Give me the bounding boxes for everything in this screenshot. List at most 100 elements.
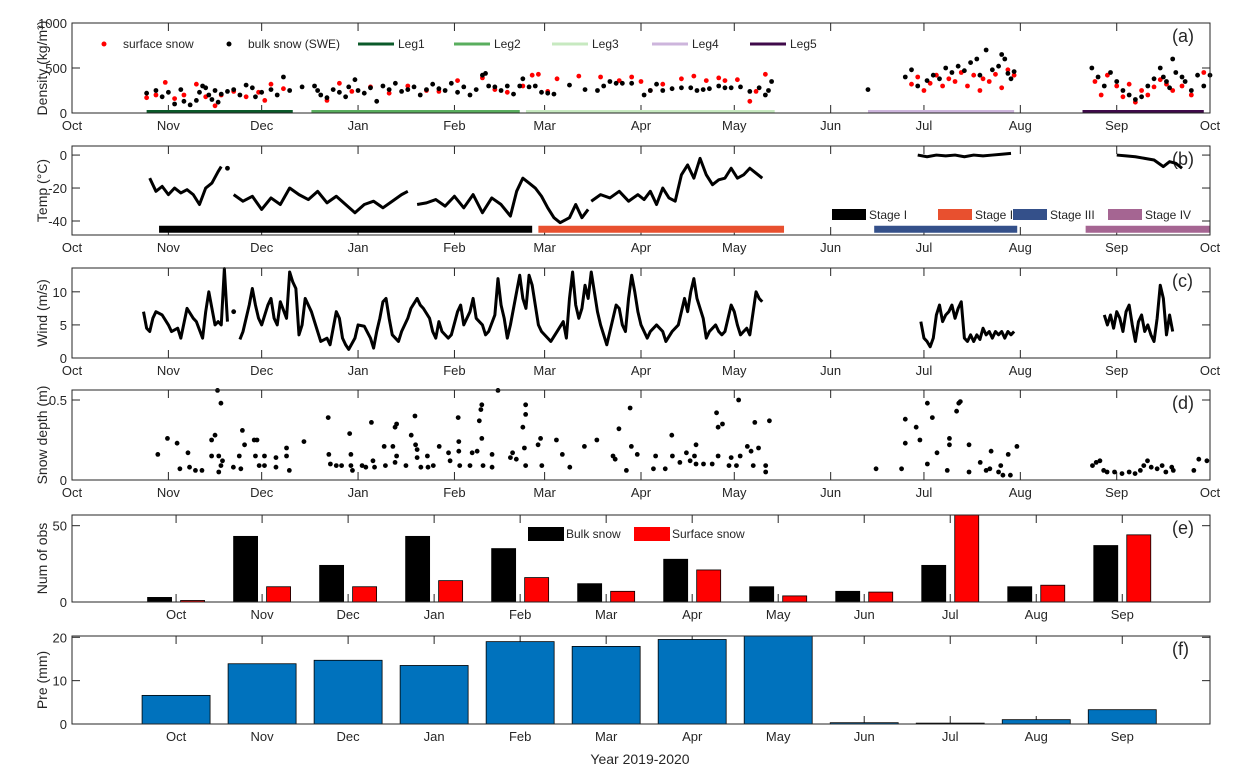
data-point bbox=[722, 78, 728, 83]
data-point bbox=[966, 469, 972, 475]
data-point bbox=[405, 83, 411, 89]
data-point bbox=[949, 70, 955, 75]
data-point bbox=[193, 98, 199, 103]
data-point bbox=[504, 83, 510, 89]
x-tick-label: Jan bbox=[348, 363, 369, 378]
data-point bbox=[567, 464, 573, 470]
data-point bbox=[324, 95, 330, 101]
bar-bulk-snow-jun bbox=[835, 590, 861, 603]
y-tick-label: 10 bbox=[53, 674, 67, 689]
data-point bbox=[392, 80, 398, 86]
data-point bbox=[325, 415, 331, 420]
data-point bbox=[455, 415, 461, 420]
data-point bbox=[999, 52, 1005, 57]
bar-bulk-snow-mar bbox=[577, 583, 603, 603]
data-point bbox=[670, 453, 675, 459]
data-point bbox=[679, 85, 684, 91]
data-point bbox=[559, 452, 565, 457]
bar-bulk-snow-may bbox=[749, 586, 775, 603]
x-tick-label: May bbox=[722, 363, 747, 378]
y-tick-label: 10 bbox=[53, 285, 67, 300]
x-tick-label: Feb bbox=[443, 240, 465, 255]
data-point bbox=[654, 81, 659, 87]
data-point bbox=[181, 92, 187, 98]
data-point bbox=[390, 444, 396, 449]
bar-surface-snow-feb bbox=[524, 577, 550, 603]
data-point bbox=[478, 407, 484, 412]
data-point bbox=[737, 453, 743, 459]
data-point bbox=[287, 88, 293, 93]
x-tick-label: Jan bbox=[424, 729, 445, 744]
bar-precipitation-may bbox=[743, 635, 813, 725]
data-point bbox=[523, 402, 529, 408]
data-point bbox=[456, 439, 462, 444]
x-tick-label: Aug bbox=[1009, 363, 1032, 378]
data-point bbox=[165, 89, 171, 95]
bar-surface-snow-jul bbox=[954, 514, 980, 603]
panel-label: (e) bbox=[1172, 518, 1194, 538]
data-point bbox=[529, 72, 535, 78]
data-point bbox=[1098, 92, 1104, 98]
data-point bbox=[1114, 83, 1120, 89]
x-tick-label: Oct bbox=[1200, 363, 1221, 378]
data-point bbox=[1092, 79, 1098, 84]
x-tick-label: Oct bbox=[62, 363, 83, 378]
x-tick-label: Sep bbox=[1105, 240, 1128, 255]
data-point bbox=[736, 397, 742, 403]
data-point bbox=[456, 448, 462, 454]
x-tick-label: Feb bbox=[509, 607, 531, 622]
y-axis-label: Snow depth (m) bbox=[34, 386, 50, 485]
x-tick-label: Aug bbox=[1009, 485, 1032, 500]
data-point bbox=[660, 81, 666, 87]
data-point bbox=[1196, 456, 1202, 462]
x-tick-label: Dec bbox=[337, 607, 361, 622]
bar-precipitation-aug bbox=[1001, 719, 1071, 725]
data-point bbox=[1157, 65, 1163, 71]
x-tick-label: Apr bbox=[682, 607, 703, 622]
y-tick-label: 0 bbox=[60, 106, 67, 121]
data-point bbox=[930, 72, 936, 78]
x-tick-label: Mar bbox=[533, 363, 556, 378]
data-point bbox=[172, 101, 178, 107]
data-point bbox=[243, 94, 249, 100]
data-point bbox=[212, 88, 218, 93]
data-point bbox=[424, 87, 429, 92]
bar-bulk-snow-sep bbox=[1093, 545, 1119, 603]
data-point bbox=[1195, 72, 1200, 78]
data-point bbox=[457, 463, 463, 468]
data-point bbox=[766, 88, 771, 93]
x-tick-label: Dec bbox=[337, 729, 361, 744]
data-point bbox=[1005, 71, 1011, 76]
data-point bbox=[301, 439, 307, 444]
x-tick-label: Jun bbox=[820, 363, 841, 378]
data-point bbox=[954, 408, 959, 414]
data-point bbox=[628, 444, 634, 449]
data-point bbox=[274, 92, 280, 98]
data-point bbox=[1167, 85, 1172, 91]
data-point bbox=[253, 453, 258, 459]
y-tick-label: 0 bbox=[60, 717, 67, 732]
data-point bbox=[476, 418, 482, 424]
x-tick-label: Apr bbox=[631, 240, 652, 255]
data-point bbox=[520, 76, 526, 82]
data-point bbox=[225, 165, 230, 171]
data-point bbox=[909, 81, 914, 87]
data-point bbox=[535, 442, 541, 448]
x-tick-label: Jan bbox=[348, 485, 369, 500]
data-point bbox=[273, 464, 279, 470]
data-point bbox=[965, 83, 970, 89]
legend-label: Leg5 bbox=[790, 37, 817, 51]
x-tick-label: Feb bbox=[443, 118, 465, 133]
data-point bbox=[986, 79, 992, 84]
data-point bbox=[1114, 79, 1120, 84]
x-tick-label: Jun bbox=[820, 485, 841, 500]
data-point bbox=[937, 76, 942, 82]
data-point bbox=[1179, 83, 1185, 89]
legend-swatch bbox=[938, 209, 972, 220]
data-point bbox=[1132, 471, 1138, 476]
legend-marker bbox=[101, 41, 107, 47]
data-point bbox=[467, 92, 473, 98]
